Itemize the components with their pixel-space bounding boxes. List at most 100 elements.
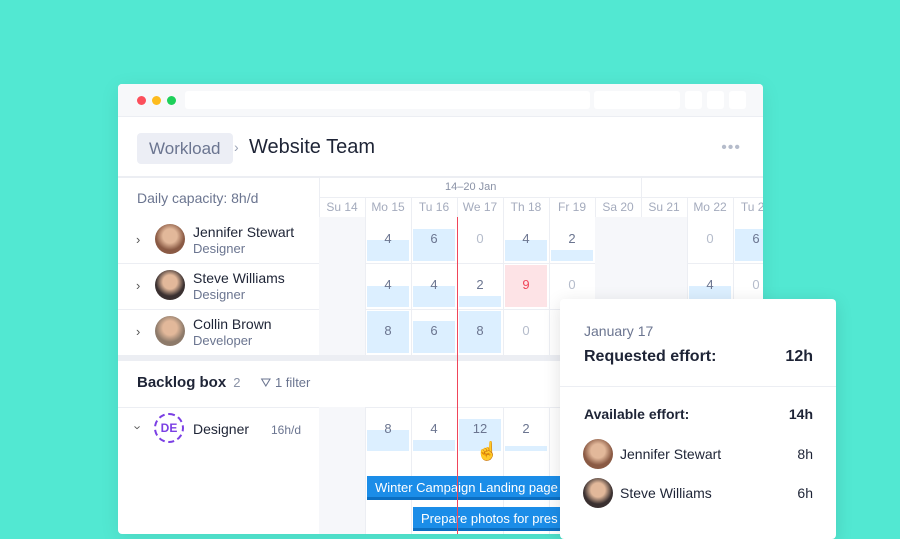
workload-cell[interactable]: 6 xyxy=(411,217,457,263)
workload-bar xyxy=(413,440,455,451)
avatar xyxy=(155,270,185,300)
filter-button[interactable]: ⛛ 1 filter xyxy=(260,375,310,391)
workload-bar xyxy=(505,446,547,451)
weekend-cell xyxy=(319,407,365,534)
breadcrumb-workload[interactable]: Workload xyxy=(137,133,233,164)
day-header: Mo 15 xyxy=(371,200,405,214)
avatar xyxy=(583,478,613,508)
task-bar[interactable]: Winter Campaign Landing page - xyxy=(367,476,567,500)
workload-cell[interactable]: 4 xyxy=(365,263,411,309)
chevron-right-icon[interactable]: › xyxy=(136,324,141,339)
workload-cell[interactable]: 0 xyxy=(457,217,503,263)
workload-cell[interactable]: 0 xyxy=(549,263,595,309)
group-name[interactable]: Designer xyxy=(193,421,250,437)
close-dot-icon[interactable] xyxy=(137,96,146,105)
popover-date: January 17 xyxy=(584,323,654,339)
task-bar[interactable]: Prepare photos for pres xyxy=(413,507,573,531)
workload-value: 8 xyxy=(384,421,392,436)
toolbar-slot xyxy=(729,91,746,109)
chevron-right-icon[interactable]: › xyxy=(136,232,141,247)
workload-bar xyxy=(459,296,501,307)
workload-cell[interactable]: 4 xyxy=(411,263,457,309)
workload-bar xyxy=(367,240,409,261)
group-capacity: 16h/d xyxy=(271,423,302,437)
workload-value: 4 xyxy=(384,277,392,292)
toolbar-slot xyxy=(685,91,702,109)
workload-cell[interactable]: 6 xyxy=(733,217,763,263)
workload-bar xyxy=(413,321,455,353)
workload-value: 6 xyxy=(430,231,438,246)
weekend-cell xyxy=(319,309,365,355)
person-role: Designer xyxy=(193,241,246,256)
person-name[interactable]: Collin Brown xyxy=(193,316,272,332)
workload-value: 4 xyxy=(522,231,530,246)
avatar xyxy=(155,224,185,254)
workload-cell[interactable]: 4 xyxy=(411,407,457,453)
workload-cell[interactable]: 8 xyxy=(365,309,411,355)
workload-cell[interactable]: 2 xyxy=(457,263,503,309)
weekend-cell xyxy=(319,217,365,263)
workload-value: 12 xyxy=(472,421,488,436)
group-initials: DE xyxy=(154,413,184,443)
day-header: Th 18 xyxy=(510,200,542,214)
day-header: We 17 xyxy=(462,200,498,214)
workload-value: 6 xyxy=(430,323,438,338)
today-line xyxy=(457,217,458,534)
page-title: Website Team xyxy=(249,136,375,158)
minimize-dot-icon[interactable] xyxy=(152,96,161,105)
person-name[interactable]: Jennifer Stewart xyxy=(193,224,295,240)
workload-bar xyxy=(735,229,763,261)
weekend-cell xyxy=(595,217,641,263)
address-bar[interactable] xyxy=(185,91,590,109)
workload-cell[interactable]: 8 xyxy=(365,407,411,453)
workload-cell[interactable]: 2 xyxy=(549,217,595,263)
workload-cell[interactable]: 4 xyxy=(503,217,549,263)
workload-bar xyxy=(413,229,455,261)
capacity-label: Daily capacity: 8h/d xyxy=(137,190,259,206)
workload-value: 4 xyxy=(706,277,714,292)
person-name[interactable]: Steve Williams xyxy=(193,270,285,286)
workload-value: 0 xyxy=(476,231,484,246)
person-name: Jennifer Stewart xyxy=(620,446,722,462)
weekend-cell xyxy=(319,263,365,309)
workload-value: 0 xyxy=(522,323,530,338)
workload-value: 9 xyxy=(522,277,530,292)
chevron-right-icon[interactable]: › xyxy=(136,278,141,293)
workload-bar xyxy=(367,286,409,307)
maximize-dot-icon[interactable] xyxy=(167,96,176,105)
workload-cell[interactable]: 4 xyxy=(365,217,411,263)
requested-value: 12h xyxy=(785,348,813,365)
toolbar-slot xyxy=(594,91,680,109)
workload-value: 2 xyxy=(568,231,576,246)
more-icon[interactable]: ••• xyxy=(721,139,741,156)
workload-cell[interactable]: 0 xyxy=(687,217,733,263)
available-value: 14h xyxy=(788,406,813,422)
requested-label: Requested effort: xyxy=(584,348,717,365)
workload-value: 2 xyxy=(522,421,530,436)
workload-bar xyxy=(367,311,409,353)
avatar xyxy=(155,316,185,346)
workload-cell[interactable]: 8 xyxy=(457,309,503,355)
person-name: Steve Williams xyxy=(620,485,712,501)
chevron-down-icon[interactable]: › xyxy=(130,425,146,430)
workload-cell[interactable]: 2 xyxy=(503,407,549,453)
chevron-right-icon: › xyxy=(234,139,239,155)
workload-bar xyxy=(505,240,547,261)
workload-cell[interactable]: 0 xyxy=(503,309,549,355)
avatar xyxy=(583,439,613,469)
page-header: Workload › Website Team ••• xyxy=(118,117,763,177)
workload-cell[interactable]: 9 xyxy=(503,263,549,309)
workload-value: 8 xyxy=(476,323,484,338)
title-bar xyxy=(118,84,763,117)
backlog-title: Backlog box xyxy=(137,374,227,391)
workload-bar xyxy=(459,311,501,353)
workload-cell[interactable]: 6 xyxy=(411,309,457,355)
workload-cell[interactable]: 0 xyxy=(733,263,763,309)
workload-value: 4 xyxy=(430,277,438,292)
workload-cell[interactable]: 12 xyxy=(457,407,503,453)
workload-bar xyxy=(367,430,409,451)
workload-bar xyxy=(505,265,547,307)
workload-value: 0 xyxy=(706,231,714,246)
person-role: Designer xyxy=(193,287,246,302)
day-header: Mo 22 xyxy=(693,200,727,214)
